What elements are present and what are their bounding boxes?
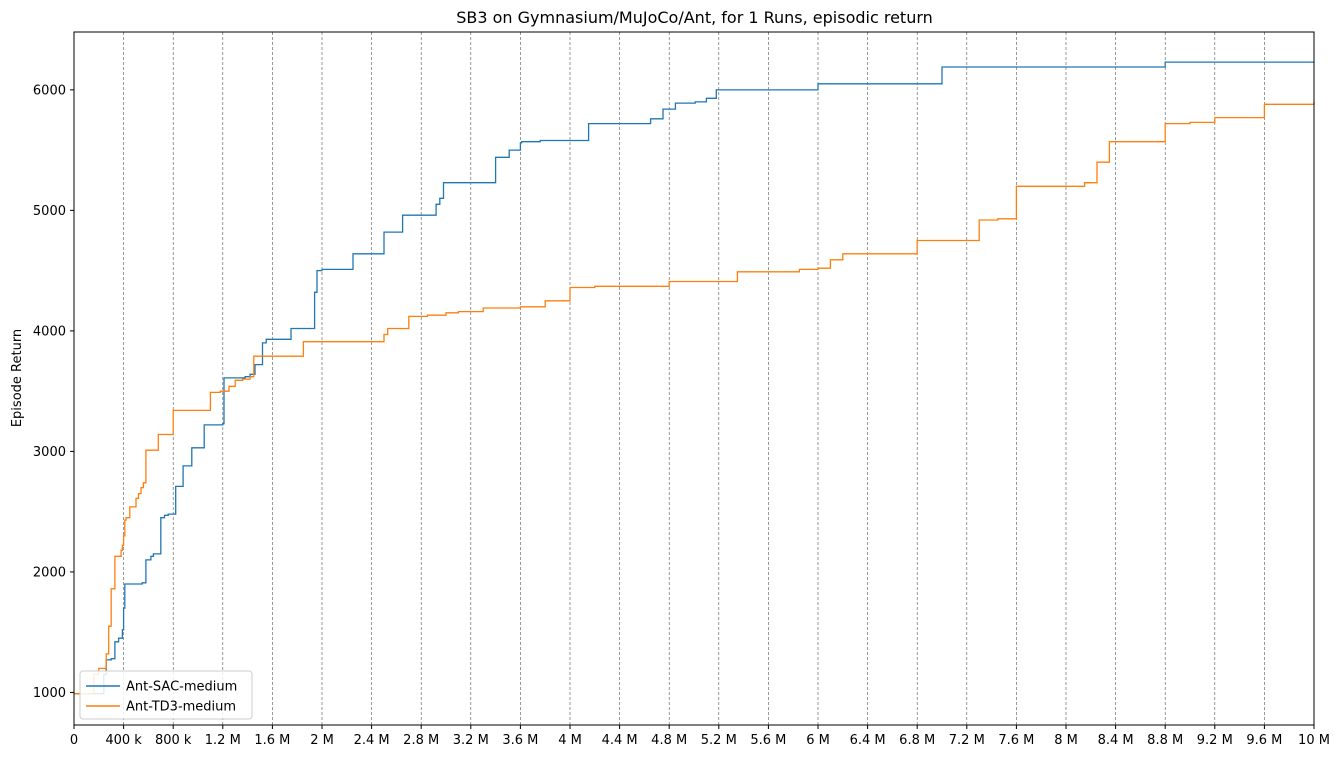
legend-box — [79, 670, 253, 720]
x-tick-label: 1.6 M — [254, 733, 290, 748]
plot-frame — [73, 31, 1315, 726]
x-tick-label: 5.6 M — [750, 733, 786, 748]
x-tick-label: 2.8 M — [403, 733, 439, 748]
x-tick-label: 8.4 M — [1098, 733, 1134, 748]
x-tick-label: 8 M — [1054, 733, 1078, 748]
y-axis-label: Episode Return — [10, 329, 25, 427]
x-tick-label: 2 M — [310, 733, 334, 748]
x-tick-label: 0 — [70, 733, 78, 748]
legend-label-1: Ant-TD3-medium — [126, 700, 236, 715]
y-tick-label: 2000 — [33, 565, 66, 580]
x-tick-label: 6.8 M — [899, 733, 935, 748]
chart-title: SB3 on Gymnasium/MuJoCo/Ant, for 1 Runs,… — [456, 8, 933, 27]
x-tick-label: 2.4 M — [354, 733, 390, 748]
y-tick-label: 1000 — [33, 686, 66, 701]
y-tick-label: 6000 — [33, 83, 66, 98]
x-axis-ticks: 0 400 k 800 k 1.2 M 1.6 M 2 M 2.4 M 2.8 M 3.2 M 3… — [70, 725, 1330, 748]
x-tick-label: 3.6 M — [502, 733, 538, 748]
series-lines — [74, 61, 1315, 695]
x-tick-label: 1.2 M — [205, 733, 241, 748]
x-tick-label: 5.2 M — [701, 733, 737, 748]
x-tick-label: 800 k — [155, 733, 192, 748]
x-tick-label: 3.2 M — [453, 733, 489, 748]
x-tick-label: 9.6 M — [1246, 733, 1282, 748]
y-tick-label: 4000 — [33, 324, 66, 339]
x-tick-label: 10 M — [1298, 733, 1330, 748]
x-tick-label: 7.2 M — [949, 733, 985, 748]
x-tick-label: 6 M — [806, 733, 830, 748]
x-tick-label: 7.6 M — [998, 733, 1034, 748]
y-axis-ticks: 1000 2000 3000 4000 5000 6000 — [33, 83, 74, 701]
x-tick-label: 4.4 M — [602, 733, 638, 748]
series-line-0 — [74, 61, 1314, 695]
legend: Ant-SAC-medium Ant-TD3-medium — [79, 670, 253, 720]
grid-lines — [123, 32, 1265, 725]
y-tick-label: 5000 — [33, 204, 66, 219]
x-tick-label: 6.4 M — [850, 733, 886, 748]
y-tick-label: 3000 — [33, 445, 66, 460]
x-tick-label: 4.8 M — [651, 733, 687, 748]
x-tick-label: 9.2 M — [1197, 733, 1233, 748]
x-tick-label: 8.8 M — [1147, 733, 1183, 748]
series-line-1 — [74, 101, 1315, 695]
legend-label-0: Ant-SAC-medium — [126, 680, 237, 695]
x-tick-label: 4 M — [558, 733, 582, 748]
x-tick-label: 400 k — [105, 733, 142, 748]
